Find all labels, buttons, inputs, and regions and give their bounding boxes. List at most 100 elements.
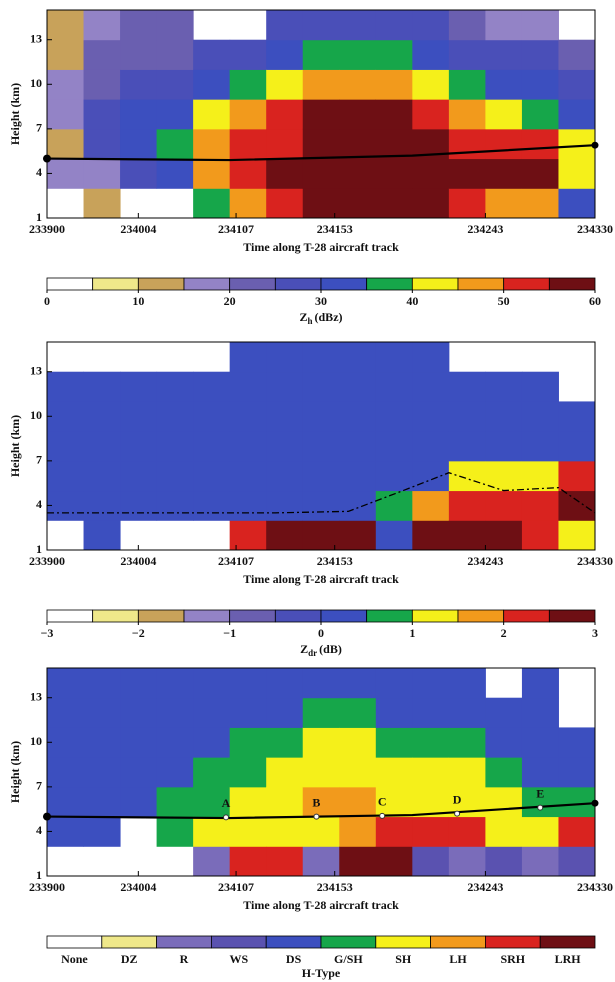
colorbar-category: WS [229, 952, 248, 966]
cell [339, 69, 377, 100]
cell [339, 401, 377, 432]
x-tick-label: 233900 [29, 222, 65, 236]
cell [83, 158, 121, 189]
cell [412, 727, 450, 758]
colorbar-tick-label: 10 [132, 294, 144, 308]
cell [83, 188, 121, 219]
x-tick-label: 234107 [218, 554, 254, 568]
plot-frame [46, 667, 596, 877]
cell [193, 846, 231, 877]
cell [448, 520, 486, 551]
cell [47, 128, 85, 160]
cell [47, 460, 85, 492]
cell [266, 39, 304, 70]
cell [193, 128, 231, 160]
cell [120, 727, 158, 758]
cell [193, 727, 231, 758]
x-tick-label: 234107 [218, 222, 254, 236]
x-tick-label: 233900 [29, 554, 65, 568]
cell [485, 128, 523, 160]
y-axis-label: Height (km) [8, 83, 22, 145]
colorbar-box [265, 935, 322, 949]
cell [302, 128, 340, 160]
cell [193, 401, 231, 432]
x-tick-label: 234330 [577, 222, 613, 236]
colorbar-box [457, 277, 505, 291]
cell [83, 39, 121, 70]
colorbar-box [46, 609, 94, 623]
cell [485, 69, 523, 100]
cell [375, 816, 413, 847]
colorbar-tick-label: 2 [501, 626, 507, 640]
cell [229, 401, 267, 432]
cell [229, 371, 267, 402]
y-tick-label: 10 [30, 408, 42, 422]
cell [302, 158, 340, 189]
cell [193, 69, 231, 100]
cell [412, 697, 450, 728]
cell [521, 39, 559, 70]
cell [448, 10, 486, 41]
cell [339, 520, 377, 551]
cell [302, 668, 340, 699]
cell [485, 727, 523, 758]
colorbar-tick-label: 3 [592, 626, 598, 640]
cell [83, 460, 121, 492]
colorbar-label-sub: dr [308, 648, 317, 658]
cell [558, 816, 596, 847]
cell [302, 39, 340, 70]
x-tick-label: 234004 [120, 880, 156, 894]
cell [47, 158, 85, 189]
cell [156, 128, 194, 160]
cell [375, 10, 413, 41]
colorbar-box [484, 935, 541, 949]
cell [120, 158, 158, 189]
colorbar-box [137, 609, 185, 623]
cell [229, 431, 267, 462]
cell [266, 99, 304, 130]
cell [120, 401, 158, 432]
cell [412, 460, 450, 492]
x-axis-label: Time along T-28 aircraft track [243, 240, 399, 254]
cell [339, 371, 377, 402]
cell [156, 401, 194, 432]
colorbar-label: Zh (dBz) [299, 310, 342, 326]
cell [412, 816, 450, 847]
cell [521, 401, 559, 432]
cell [156, 99, 194, 130]
cell [120, 786, 158, 818]
cell [193, 786, 231, 818]
cell [412, 520, 450, 551]
cell [302, 69, 340, 100]
cell [156, 10, 194, 41]
cell [229, 816, 267, 847]
x-tick-label: 234004 [120, 554, 156, 568]
cell [229, 99, 267, 130]
colorbar-box [411, 609, 459, 623]
cell [339, 460, 377, 492]
cell [448, 490, 486, 521]
x-tick-label: 234243 [467, 222, 503, 236]
cell [339, 158, 377, 189]
x-tick-label: 234153 [317, 222, 353, 236]
cell [448, 727, 486, 758]
x-tick-label: 234243 [467, 554, 503, 568]
cell [485, 10, 523, 41]
cell [558, 158, 596, 189]
cell [375, 431, 413, 462]
cell [375, 99, 413, 130]
cell [83, 128, 121, 160]
cell [302, 786, 340, 818]
cell [83, 816, 121, 847]
track-start [43, 812, 51, 821]
point-label: D [453, 792, 462, 806]
cell [83, 697, 121, 728]
colorbar-category: DS [286, 952, 302, 966]
cell [229, 757, 267, 788]
cell [193, 460, 231, 492]
cell [193, 757, 231, 788]
x-tick-label: 234153 [317, 554, 353, 568]
cell [83, 757, 121, 788]
cell [558, 727, 596, 758]
y-tick-label: 4 [36, 823, 42, 837]
